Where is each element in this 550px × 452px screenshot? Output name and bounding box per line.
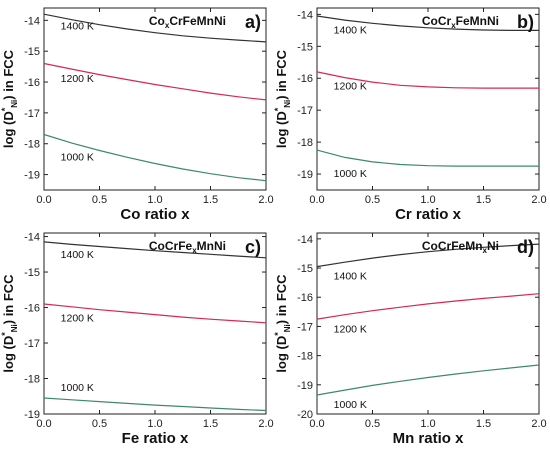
temperature-label: 1400 K <box>334 25 367 37</box>
temperature-label: 1400 K <box>61 21 94 33</box>
x-axis-label: Fe ratio x <box>122 430 189 447</box>
y-tick-label: -14 <box>24 15 40 27</box>
y-tick-label: -19 <box>297 169 313 181</box>
composition-label: CoCrFeMnxNi <box>422 239 499 255</box>
y-tick-label: -15 <box>297 41 313 53</box>
y-tick-label: -14 <box>297 9 313 21</box>
y-tick-label: -18 <box>24 374 40 386</box>
temperature-label: 1200 K <box>334 80 367 92</box>
panel-label: d) <box>517 237 534 257</box>
y-tick-label: -18 <box>297 137 313 149</box>
y-tick-label: -17 <box>297 105 313 117</box>
y-tick-label: -15 <box>24 46 40 58</box>
composition-label: CoCrFexMnNi <box>149 239 226 255</box>
y-tick-label: -17 <box>24 108 40 120</box>
y-tick-label: -17 <box>297 321 313 333</box>
composition-label: CoCrxFeMnNi <box>422 14 499 30</box>
y-tick-label: -14 <box>297 234 313 246</box>
y-tick-label: -20 <box>297 409 313 421</box>
y-axis-label: log (D*Ni) in FCC <box>0 274 19 373</box>
x-tick-label: 0.0 <box>309 418 324 430</box>
chart-panel-4: 0.0 0.5 1.0 1.5 2.0 -14 -15 -16 -17 -18 -19 -20 1400… <box>273 232 547 447</box>
x-tick-label: 2.0 <box>258 418 273 430</box>
series-line-1400k <box>316 243 540 268</box>
panel-label: b) <box>517 12 534 32</box>
temperature-label: 1000 K <box>61 152 94 164</box>
chart-panel-1: 0.0 0.5 1.0 1.5 2.0 -14 -15 -16 -17 -18 -19 1400 K 1… <box>0 7 274 223</box>
temperature-label: 1400 K <box>61 249 94 261</box>
x-tick-label: 0.5 <box>92 194 107 206</box>
y-tick-label: -16 <box>24 303 40 315</box>
y-tick-label: -16 <box>24 77 40 89</box>
series-line-1200k <box>316 293 540 320</box>
x-tick-label: 0.0 <box>309 194 324 206</box>
series-line-1000k <box>43 397 267 412</box>
x-tick-label: 2.0 <box>531 194 546 206</box>
temperature-label: 1400 K <box>334 271 367 283</box>
series-line-1400k <box>43 13 267 43</box>
x-tick-label: 1.0 <box>420 194 435 206</box>
x-tick-label: 2.0 <box>258 194 273 206</box>
temperature-label: 1200 K <box>61 313 94 325</box>
x-tick-label: 0.5 <box>365 194 380 206</box>
x-tick-label: 1.0 <box>147 194 162 206</box>
composition-label: CoxCrFeMnNi <box>149 14 226 30</box>
series-line-1200k <box>43 62 267 101</box>
panel-label: c) <box>245 237 261 257</box>
y-tick-label: -14 <box>24 232 40 244</box>
x-tick-label: 0.0 <box>36 194 51 206</box>
x-axis-label: Mn ratio x <box>393 430 464 447</box>
y-tick-label: -18 <box>297 351 313 363</box>
temperature-label: 1200 K <box>61 73 94 85</box>
series-line-1200k <box>43 303 267 324</box>
chart-panel-3: 0.0 0.5 1.0 1.5 2.0 -14 -15 -16 -17 -18 -19 1400 K 1… <box>0 232 274 447</box>
x-tick-label: 0.5 <box>92 418 107 430</box>
x-tick-label: 1.5 <box>476 418 491 430</box>
y-tick-label: -19 <box>24 409 40 421</box>
y-tick-label: -16 <box>297 73 313 85</box>
y-tick-label: -15 <box>24 267 40 279</box>
chart-panel-2: 0.0 0.5 1.0 1.5 2.0 -14 -15 -16 -17 -18 -19 1400 K 1… <box>273 7 547 223</box>
y-tick-label: -19 <box>297 380 313 392</box>
y-axis-label: log (D*Ni) in FCC <box>0 49 19 148</box>
y-tick-label: -19 <box>24 170 40 182</box>
y-tick-label: -15 <box>297 263 313 275</box>
x-axis-label: Co ratio x <box>120 206 190 223</box>
y-axis-label: log (D*Ni) in FCC <box>273 49 292 148</box>
y-tick-label: -16 <box>297 292 313 304</box>
series-line-1200k <box>316 71 539 89</box>
temperature-label: 1000 K <box>61 382 94 394</box>
x-tick-label: 1.0 <box>147 418 162 430</box>
x-tick-label: 1.5 <box>203 418 218 430</box>
x-tick-label: 0.5 <box>365 418 380 430</box>
y-axis-label: log (D*Ni) in FCC <box>273 274 292 373</box>
series-line-1000k <box>43 133 267 182</box>
series-line-1400k <box>316 15 539 31</box>
x-tick-label: 2.0 <box>531 418 546 430</box>
x-tick-label: 1.5 <box>203 194 218 206</box>
series-line-1000k <box>316 149 539 167</box>
series-line-1000k <box>316 364 540 396</box>
x-tick-label: 0.0 <box>36 418 51 430</box>
series-line-1400k <box>43 241 267 259</box>
x-tick-label: 1.0 <box>420 418 435 430</box>
temperature-label: 1200 K <box>334 323 367 335</box>
x-tick-label: 1.5 <box>476 194 491 206</box>
x-axis-label: Cr ratio x <box>395 206 462 223</box>
panel-label: a) <box>245 12 261 32</box>
y-tick-label: -17 <box>24 338 40 350</box>
y-tick-label: -18 <box>24 139 40 151</box>
temperature-label: 1000 K <box>334 399 367 411</box>
temperature-label: 1000 K <box>334 168 367 180</box>
